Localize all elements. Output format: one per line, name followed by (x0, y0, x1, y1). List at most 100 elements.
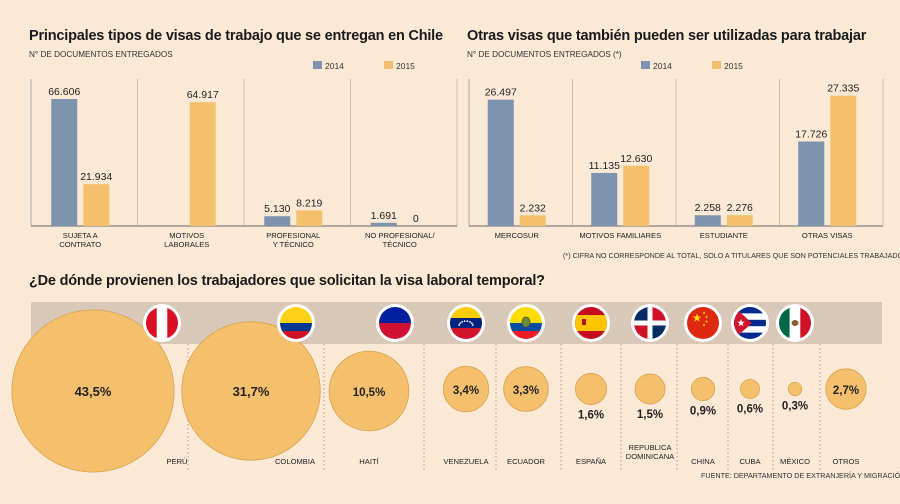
bubble-value-label: 10,5% (353, 387, 386, 399)
bubble-value-label: 0,3% (782, 401, 808, 413)
chart1-data-label: 8.219 (296, 197, 322, 209)
bubble-circle (634, 373, 666, 405)
legend-2015-label: 2015 (396, 61, 415, 71)
chart1-bar-2015 (83, 184, 110, 226)
chart1-bar-2014 (264, 216, 291, 226)
chart2-bar-2014 (798, 141, 825, 226)
venezuela-flag-icon (447, 304, 485, 342)
chart1-bar-2014 (51, 99, 78, 226)
chart1-category-label: SUJETA A (63, 231, 99, 240)
chart1-category-label: NO PROFESIONAL/ (365, 231, 436, 240)
chart2-data-label: 27.335 (827, 83, 859, 95)
bubble-value-label: 0,6% (737, 404, 763, 416)
bubble-value-label: 43,5% (75, 384, 112, 399)
peru-flag-icon (143, 304, 181, 342)
chart1-category-label: CONTRATO (59, 240, 101, 249)
country-label: COLOMBIA (275, 457, 316, 466)
chart1-data-label: 21.934 (80, 171, 112, 183)
chart2-bar-2015 (726, 215, 753, 226)
bubble-circle (740, 379, 760, 399)
legend2-2014-swatch (641, 61, 650, 69)
bubble-circle (181, 321, 321, 461)
bubble-value-label: 0,9% (690, 406, 716, 418)
chart3-title: ¿De dónde provienen los trabajadores que… (29, 273, 545, 289)
china-flag-icon (684, 304, 722, 342)
mexico-flag-icon (776, 304, 814, 342)
country-label: ESPAÑA (576, 457, 607, 466)
chart2-data-label: 17.726 (795, 129, 827, 141)
dominican-republic-flag-icon (631, 304, 669, 342)
country-label: VENEZUELA (443, 457, 489, 466)
chart1-data-label: 1.691 (371, 210, 397, 222)
legend-2014-swatch (313, 61, 322, 69)
chart2-bar-2014 (487, 99, 514, 226)
country-label: MÉXICO (780, 457, 810, 466)
chart1-category-label: TÉCNICO (383, 240, 417, 249)
legend2-2015-label: 2015 (724, 61, 743, 71)
chart2-bar-2015 (519, 215, 546, 226)
chart2-category-label: MERCOSUR (495, 231, 540, 240)
country-label: OTROS (832, 457, 859, 466)
chart2-category-label: ESTUDIANTE (700, 231, 748, 240)
bubble-circle (825, 368, 867, 410)
haiti-flag-icon (376, 304, 414, 342)
bubble-circle (442, 365, 490, 413)
chart1-bar-2014 (370, 222, 397, 226)
legend-2015-swatch (384, 61, 393, 69)
bubble-value-label: 31,7% (233, 384, 270, 399)
bubble-circle (575, 373, 607, 405)
chart2-title: Otras visas que también pueden ser utili… (467, 28, 867, 44)
bubble-circle (503, 366, 549, 412)
country-label: PERÚ (166, 457, 187, 466)
country-label: REPUBLICA (628, 443, 672, 452)
chart1-category-label: PROFESIONAL (266, 231, 320, 240)
chart1-data-label: 0 (413, 213, 419, 225)
source-note: FUENTE: DEPARTAMENTO DE EXTRANJERÍA Y MI… (701, 471, 900, 480)
chart2-data-label: 2.276 (727, 202, 753, 214)
bubble-circle (787, 381, 803, 397)
chart2-bar-2015 (623, 165, 650, 226)
chart2-data-label: 11.135 (589, 160, 620, 172)
chart1-category-label: Y TÉCNICO (273, 240, 314, 249)
bubble-circle (11, 309, 175, 473)
ecuador-flag-icon (507, 304, 545, 342)
chart1-category-label: MOTIVOS (169, 231, 204, 240)
legend-2014-label: 2014 (325, 61, 344, 71)
chart2-data-label: 26.497 (485, 87, 517, 99)
legend2-2015-swatch (712, 61, 721, 69)
chart1-subtitle: N° DE DOCUMENTOS ENTREGADOS (29, 50, 173, 59)
chart2-category-label: MOTIVOS FAMILIARES (579, 231, 661, 240)
country-label: CHINA (691, 457, 716, 466)
chart1-bar-2015 (296, 210, 323, 226)
chart1-title: Principales tipos de visas de trabajo qu… (29, 28, 443, 44)
chart2-bar-2015 (830, 95, 857, 227)
bubble-value-label: 1,5% (637, 409, 663, 421)
chart2-data-label: 12.630 (620, 153, 652, 165)
chart2-bar-2014 (694, 215, 721, 226)
spain-flag-icon (572, 304, 610, 342)
chart1-data-label: 66.606 (48, 86, 80, 98)
bubble-value-label: 2,7% (833, 385, 859, 397)
chart2-subtitle: N° DE DOCUMENTOS ENTREGADOS (*) (467, 50, 622, 59)
legend2-2014-label: 2014 (653, 61, 672, 71)
chart1-data-label: 5.130 (264, 203, 290, 215)
chart1-category-label: LABORALES (164, 240, 209, 249)
bubble-value-label: 3,3% (513, 385, 539, 397)
chart2-data-label: 2.258 (695, 202, 721, 214)
country-label: HAITÍ (359, 457, 379, 466)
cuba-flag-icon (731, 304, 769, 342)
colombia-flag-icon (277, 304, 315, 342)
chart2-footnote: (*) CIFRA NO CORRESPONDE AL TOTAL, SOLO … (563, 251, 900, 260)
chart2-bar-2014 (591, 172, 618, 226)
country-label: DOMINICANA (626, 452, 675, 461)
chart2-category-label: OTRAS VISAS (802, 231, 853, 240)
chart1-bar-2015 (189, 102, 216, 226)
country-label: CUBA (739, 457, 761, 466)
bubble-circle (328, 350, 410, 432)
bubble-value-label: 1,6% (578, 410, 604, 422)
chart2-data-label: 2.232 (520, 202, 546, 214)
chart1-data-label: 64.917 (187, 89, 219, 101)
bubble-circle (690, 376, 716, 402)
bubble-value-label: 3,4% (453, 385, 479, 397)
